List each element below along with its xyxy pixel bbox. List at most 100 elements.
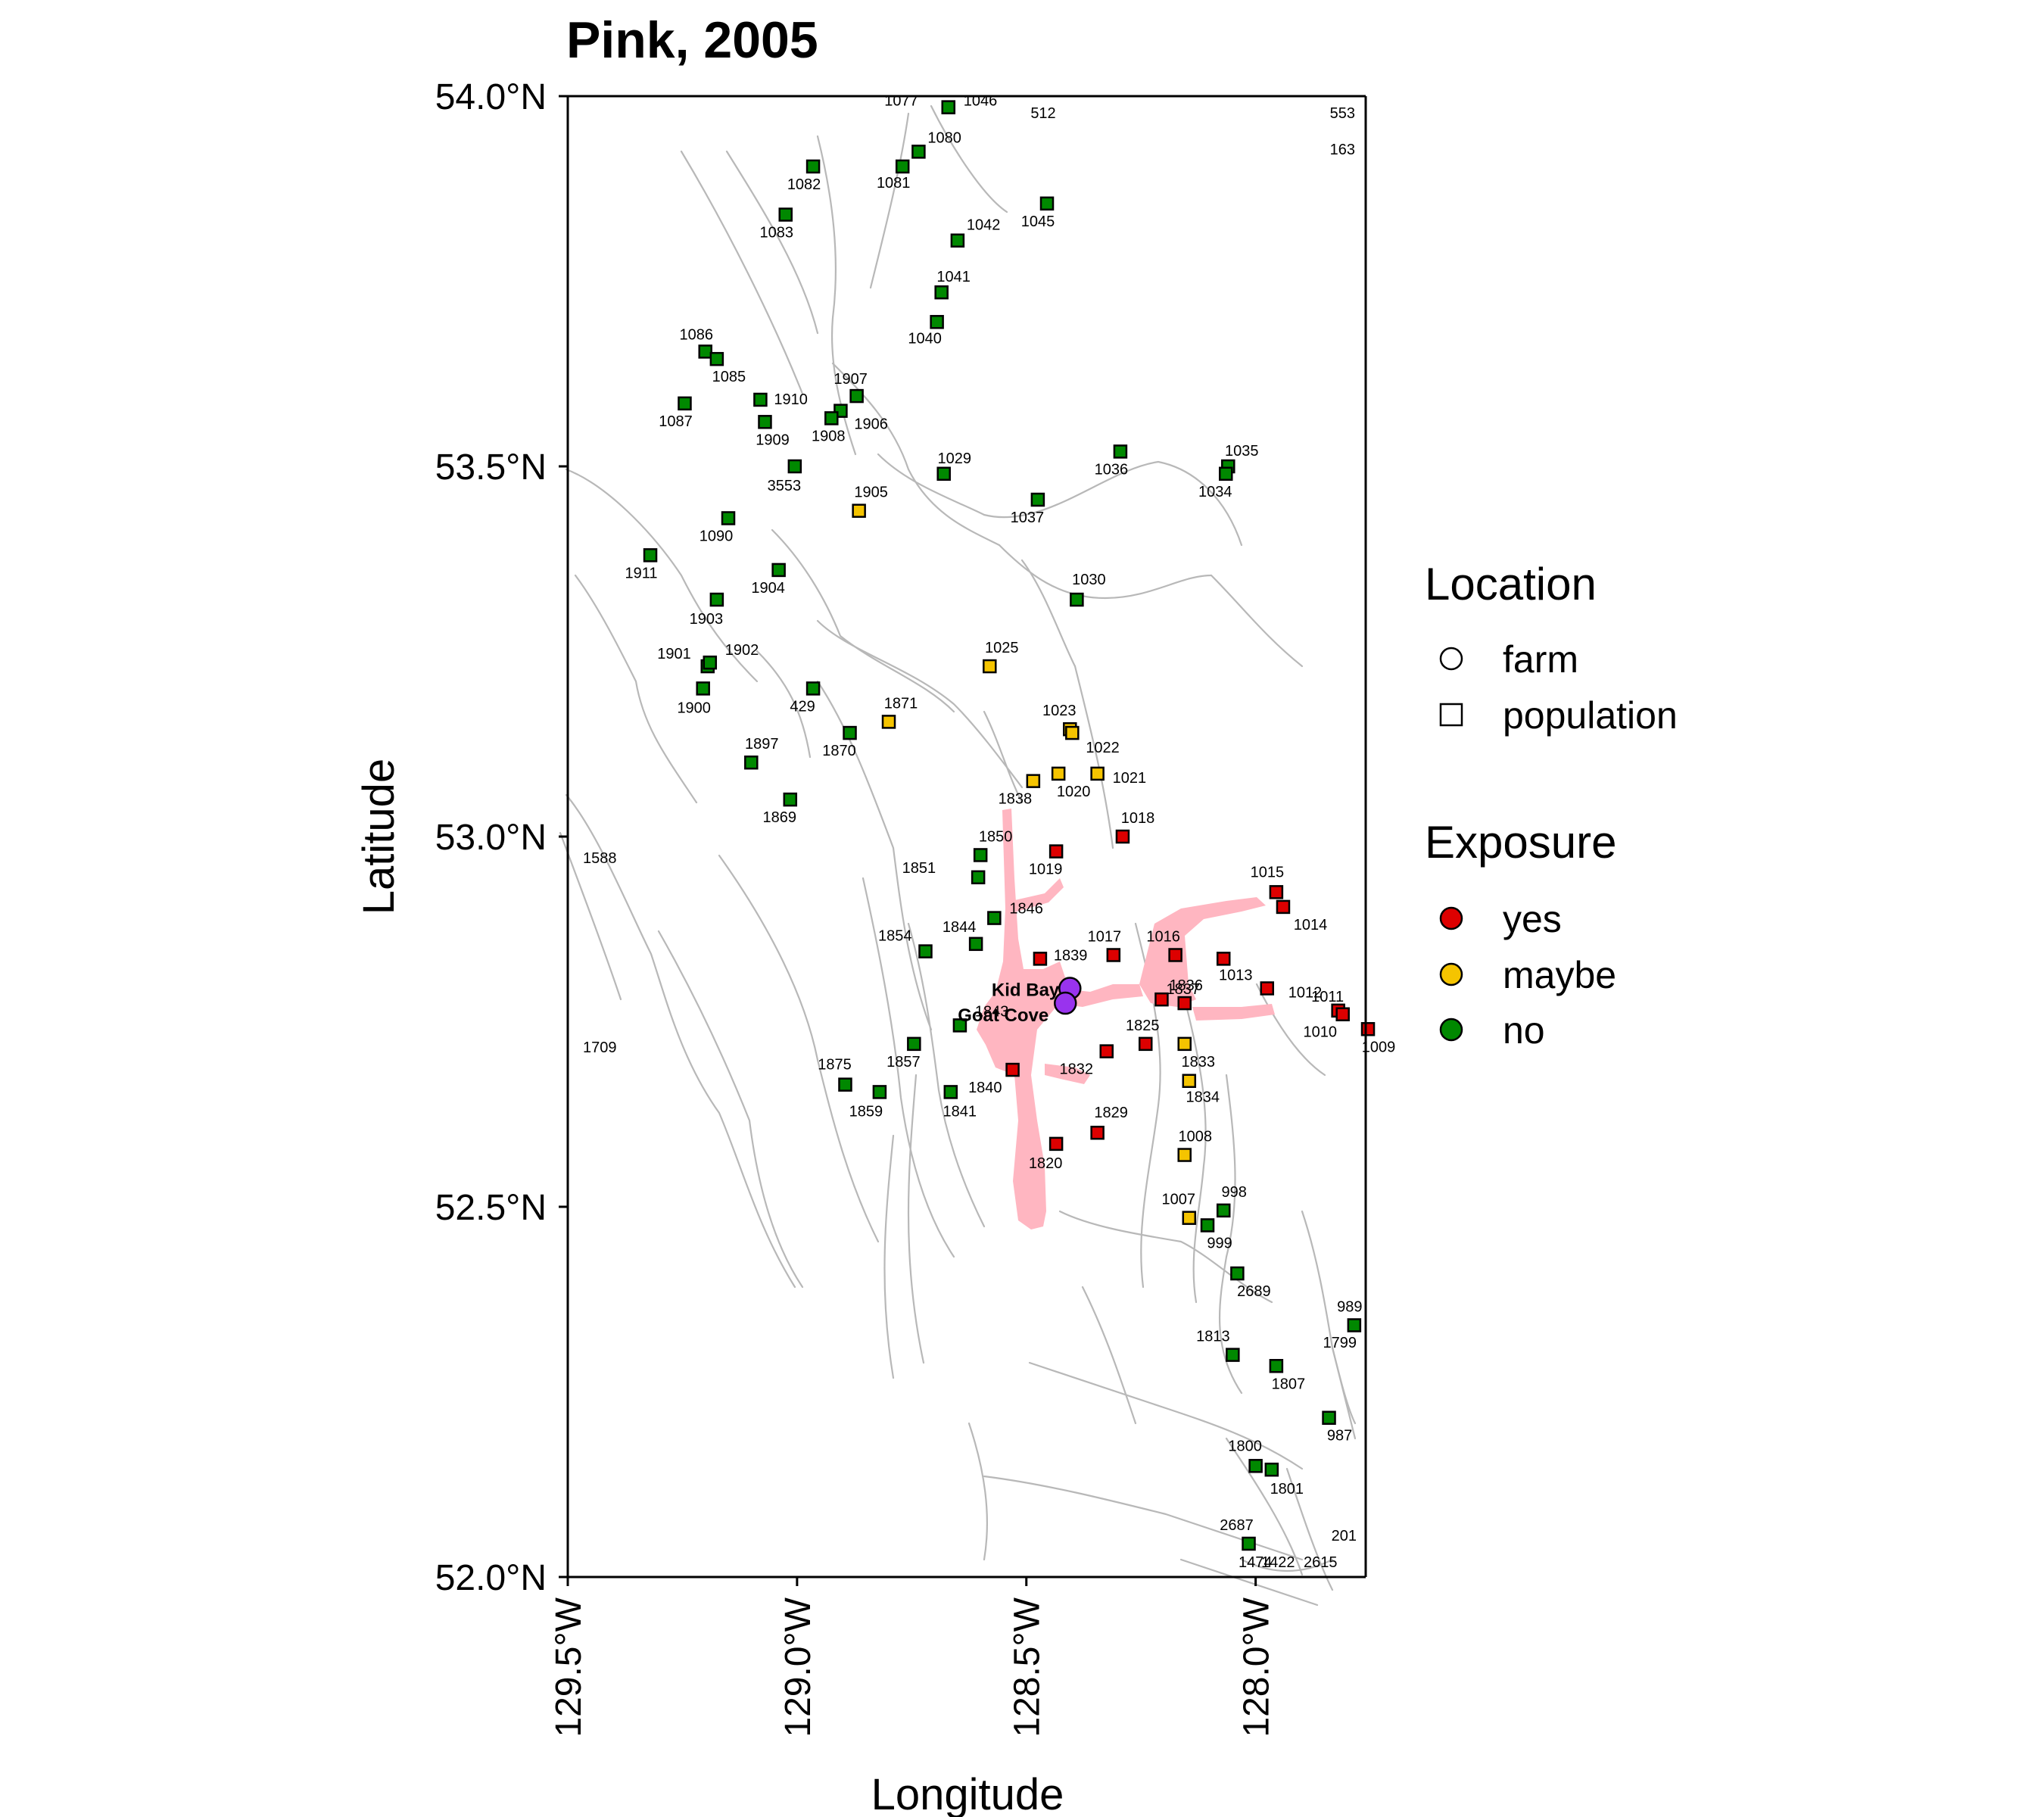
population-id-label: 1906 [854, 416, 888, 433]
x-tick-label: 128.5°W [1008, 1597, 1048, 1737]
population-id-label: 1837 [1166, 981, 1200, 998]
x-tick-label: 129.5°W [549, 1597, 589, 1737]
population-id-label: 1045 [1021, 213, 1055, 230]
population-id-label: 1090 [700, 528, 734, 544]
y-tick-label: 53.0°N [435, 818, 547, 858]
population-yes-marker [1048, 1136, 1064, 1152]
population-no-marker [643, 548, 658, 563]
population-id-label: 1820 [1029, 1155, 1063, 1172]
x-tick-label: 128.0°W [1237, 1597, 1277, 1737]
population-yes-marker [1276, 899, 1291, 915]
axes: 54.0°N53.5°N53.0°N52.5°N52.0°N 129.5°W 12… [435, 77, 1367, 1738]
population-no-marker [1264, 1462, 1279, 1477]
population-maybe-marker [1090, 766, 1105, 781]
population-yes-marker [1177, 996, 1192, 1011]
population-id-label: 1843 [975, 1003, 1009, 1020]
population-id-label: 987 [1327, 1428, 1352, 1445]
population-id-label: 1010 [1303, 1024, 1337, 1041]
population-id-label: 1838 [999, 791, 1033, 808]
population-no-marker [838, 1077, 852, 1092]
population-id-label: 1012 [1288, 984, 1323, 1001]
population-id-label: 1087 [659, 413, 693, 430]
edge-site-label: 512 [1030, 105, 1055, 122]
population-id-label: 1801 [1270, 1481, 1304, 1498]
legend-maybe-label: maybe [1503, 954, 1616, 996]
edge-site-label: 1588 [583, 850, 617, 867]
population-id-label: 1082 [787, 176, 821, 193]
population-no-marker [843, 725, 857, 740]
edge-site-label: 1709 [583, 1039, 617, 1056]
population-no-marker [952, 1018, 967, 1033]
legend-population-label: population [1503, 694, 1678, 737]
y-axis-title: Latitude [354, 759, 404, 915]
population-yes-marker [1033, 952, 1048, 966]
population-yes-marker [1138, 1036, 1153, 1052]
population-id-label: 1839 [1054, 947, 1088, 964]
population-id-label: 1040 [908, 330, 942, 347]
population-no-marker [950, 233, 965, 248]
edge-site-label: 1799 [1323, 1335, 1357, 1351]
population-id-label: 1034 [1198, 484, 1232, 500]
population-id-label: 1834 [1186, 1089, 1220, 1106]
population-no-marker [872, 1085, 887, 1099]
population-yes-marker [1090, 1125, 1105, 1140]
population-no-marker [824, 411, 839, 425]
population-no-marker [805, 681, 821, 696]
population-yes-marker [1216, 952, 1231, 966]
population-id-label: 1042 [967, 217, 1001, 234]
population-id-label: 1910 [774, 391, 808, 408]
population-id-label: 1807 [1272, 1376, 1306, 1392]
population-no-marker [709, 351, 724, 366]
population-yes-marker [1269, 885, 1284, 899]
y-tick-label: 53.5°N [435, 447, 547, 488]
farm-name-label: Goat Cove [958, 1005, 1048, 1026]
population-id-label: 1018 [1121, 810, 1155, 827]
legend: Location farm population Exposure yes ma… [1425, 559, 1678, 1052]
legend-no-symbol [1439, 1018, 1463, 1042]
population-id-label: 2687 [1220, 1517, 1254, 1534]
population-id-label: 3553 [768, 478, 802, 494]
population-id-label: 1037 [1011, 510, 1045, 526]
population-yes-marker [1048, 844, 1064, 859]
population-id-label: 1846 [1009, 901, 1043, 918]
population-id-label: 1905 [854, 485, 888, 501]
population-no-marker [918, 944, 933, 958]
population-no-marker [1269, 1359, 1284, 1373]
population-yes-marker [1154, 992, 1169, 1007]
site-markers: 1077 104610801081108210831045104210411040… [625, 93, 1396, 1551]
population-no-marker [758, 415, 772, 429]
edge-site-label: 1422 [1261, 1554, 1295, 1571]
population-id-label: 1008 [1178, 1129, 1212, 1145]
population-yes-marker [1360, 1022, 1376, 1036]
population-no-marker [1030, 492, 1045, 507]
population-id-label: 999 [1207, 1235, 1232, 1251]
population-id-label: 1841 [943, 1103, 977, 1120]
population-id-label: 1041 [936, 269, 971, 285]
population-id-label: 1035 [1225, 443, 1259, 460]
legend-yes-label: yes [1503, 898, 1562, 940]
population-id-label: 1836 [1169, 977, 1203, 994]
population-no-marker [934, 285, 949, 300]
population-yes-marker [1168, 948, 1182, 962]
population-id-label: 1907 [833, 371, 868, 388]
population-yes-marker [1005, 1062, 1020, 1077]
population-id-label: 1019 [1029, 862, 1063, 878]
population-no-marker [1200, 1218, 1215, 1233]
population-no-marker [930, 315, 944, 329]
population-maybe-marker [1177, 1036, 1192, 1052]
legend-maybe-symbol [1439, 962, 1463, 986]
population-no-marker [721, 511, 736, 525]
population-maybe-marker [1182, 1211, 1197, 1225]
population-id-label: 429 [790, 698, 815, 715]
population-id-label: 1833 [1181, 1054, 1215, 1071]
legend-exposure-title: Exposure [1425, 817, 1616, 868]
population-id-label: 1020 [1057, 784, 1091, 800]
population-id-label: 1009 [1362, 1039, 1396, 1055]
population-no-marker [753, 392, 768, 407]
population-no-marker [1347, 1318, 1362, 1332]
population-yes-marker [1106, 948, 1121, 962]
population-no-marker [1242, 1536, 1256, 1551]
legend-location-title: Location [1425, 559, 1597, 609]
population-no-marker [787, 459, 802, 474]
population-no-marker [907, 1036, 921, 1052]
